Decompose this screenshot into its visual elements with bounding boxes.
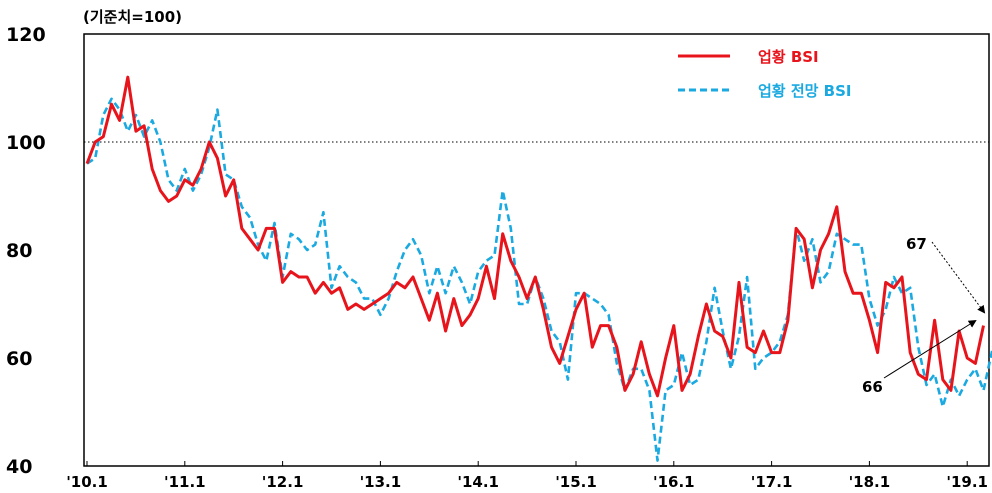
series-line-actual: [85, 75, 985, 398]
x-tick-label: '15.1: [555, 473, 597, 491]
plot-area: [83, 33, 990, 467]
legend-label-outlook: 업황 전망 BSI: [758, 82, 851, 100]
legend: 업황 BSI 업황 전망 BSI: [678, 48, 851, 100]
x-tick-label: '11.1: [164, 473, 206, 491]
x-tick-label: '19.1: [946, 473, 988, 491]
y-tick-label: 40: [6, 456, 32, 478]
x-tick-label: '13.1: [360, 473, 402, 491]
x-tick-label: '14.1: [457, 473, 499, 491]
series-line-outlook: [86, 97, 992, 462]
legend-label-actual: 업황 BSI: [758, 48, 819, 66]
x-tick-label: '16.1: [653, 473, 695, 491]
x-tick-label: '10.1: [66, 473, 108, 491]
annotation-outlook-latest: 67: [906, 235, 927, 253]
annotation-actual-latest: 66: [862, 378, 883, 396]
annotation-arrow-outlook: [931, 241, 986, 314]
y-tick-label: 100: [6, 132, 46, 154]
y-tick-label: 60: [6, 348, 32, 370]
x-tick-label: '17.1: [751, 473, 793, 491]
unit-label: (기준치=100): [83, 8, 182, 26]
y-tick-label: 120: [6, 24, 46, 46]
annotation-arrow-actual: [883, 319, 977, 379]
x-tick-label: '12.1: [262, 473, 304, 491]
x-tick-label: '18.1: [849, 473, 891, 491]
y-tick-label: 80: [6, 240, 32, 262]
